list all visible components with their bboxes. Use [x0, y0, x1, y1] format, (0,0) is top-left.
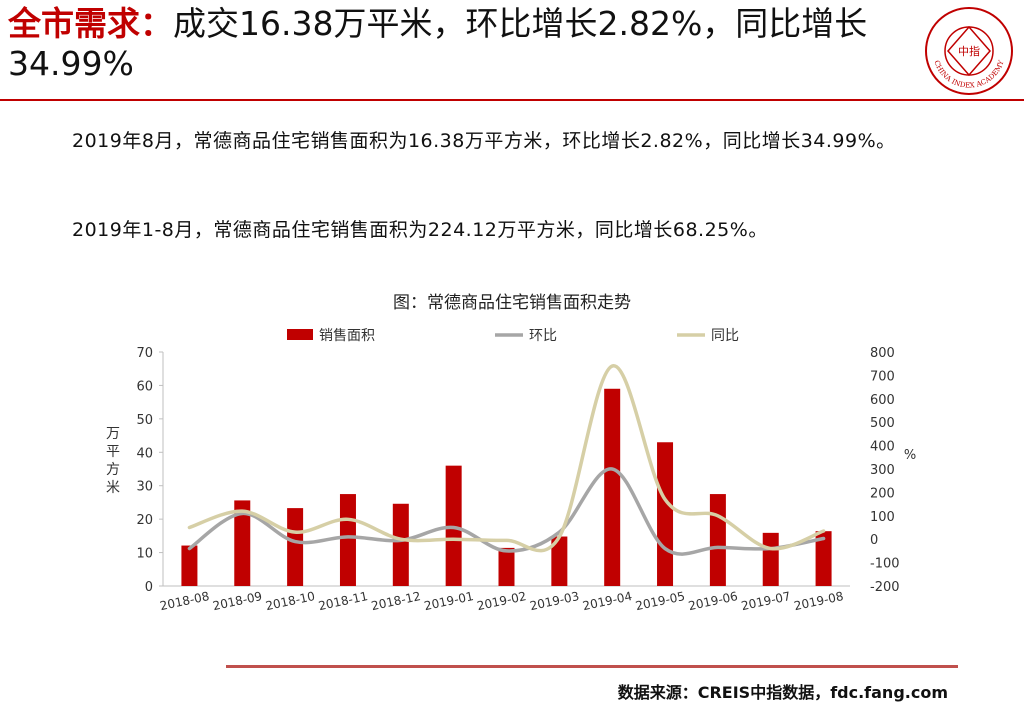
y-tick-label-right: -100 — [870, 557, 900, 572]
y-tick-label-left: 30 — [136, 480, 153, 495]
x-tick-label: 2018-09 — [211, 589, 263, 613]
y-tick-label-right: 300 — [870, 463, 895, 478]
y-tick-label-right: 500 — [870, 416, 895, 431]
page-title: 全市需求：成交16.38万平米，环比增长2.82%，同比增长34.99% — [8, 4, 908, 84]
chart-title: 图：常德商品住宅销售面积走势 — [393, 293, 631, 313]
y-axis-label-left: 万 — [106, 426, 120, 442]
summary-paragraph-monthly: 2019年8月，常德商品住宅销售面积为16.38万平方米，环比增长2.82%，同… — [72, 130, 896, 152]
bar — [551, 536, 568, 586]
bar — [709, 494, 726, 586]
china-index-academy-logo: 中指 CHINA INDEX ACADEMY — [925, 7, 1013, 95]
y-tick-label-right: 800 — [870, 346, 895, 361]
title-highlight: 全市需求： — [8, 4, 173, 43]
footer-divider — [226, 665, 958, 668]
y-tick-label-left: 50 — [136, 413, 153, 428]
bar — [181, 545, 198, 586]
x-tick-label: 2018-12 — [370, 589, 422, 613]
bar — [762, 532, 779, 586]
bar — [604, 388, 621, 586]
y-tick-label-left: 10 — [136, 547, 153, 562]
y-tick-label-left: 60 — [136, 379, 153, 394]
summary-paragraph-ytd: 2019年1-8月，常德商品住宅销售面积为224.12万平方米，同比增长68.2… — [72, 219, 768, 241]
x-tick-label: 2019-06 — [687, 589, 739, 613]
mom-line — [187, 467, 826, 556]
bar — [498, 547, 515, 586]
y-tick-label-right: 400 — [870, 440, 895, 455]
x-tick-label: 2019-08 — [793, 589, 845, 613]
y-tick-label-right: 0 — [870, 533, 878, 548]
legend-label: 同比 — [711, 328, 739, 344]
y-axis-label-left: 平 — [106, 444, 120, 460]
x-tick-label: 2019-03 — [529, 589, 581, 613]
bar — [234, 500, 251, 586]
x-tick-label: 2018-10 — [264, 589, 316, 613]
y-tick-label-right: -200 — [870, 580, 900, 595]
y-tick-label-right: 700 — [870, 369, 895, 384]
y-tick-label-left: 0 — [145, 580, 153, 595]
svg-text:中指: 中指 — [958, 44, 980, 58]
data-source: 数据来源：CREIS中指数据，fdc.fang.com — [617, 683, 948, 702]
bar — [392, 503, 409, 586]
x-tick-label: 2019-05 — [634, 589, 686, 613]
y-tick-label-right: 600 — [870, 393, 895, 408]
bar — [657, 442, 674, 586]
bar — [287, 508, 304, 586]
title-divider — [0, 99, 1024, 101]
yoy-line — [187, 364, 826, 553]
x-tick-label: 2019-02 — [476, 589, 528, 613]
y-tick-label-right: 100 — [870, 510, 895, 525]
title-text: 成交16.38万平米，环比增长2.82%，同比增长34.99% — [8, 4, 868, 83]
y-tick-label-right: 200 — [870, 486, 895, 501]
y-axis-label-left: 米 — [106, 480, 120, 496]
legend-swatch-bar — [287, 329, 313, 340]
legend-label: 环比 — [529, 328, 557, 344]
bar — [815, 531, 832, 586]
y-axis-label-left: 方 — [106, 462, 120, 478]
legend-label: 销售面积 — [319, 328, 375, 344]
bar — [339, 494, 356, 586]
x-tick-label: 2019-04 — [581, 589, 633, 613]
x-tick-label: 2018-08 — [159, 589, 211, 613]
y-tick-label-left: 70 — [136, 346, 153, 361]
x-tick-label: 2018-11 — [317, 589, 369, 613]
y-tick-label-left: 20 — [136, 513, 153, 528]
x-tick-label: 2019-01 — [423, 589, 475, 613]
x-tick-label: 2019-07 — [740, 589, 792, 613]
y-axis-label-right: % — [904, 448, 916, 463]
y-tick-label-left: 40 — [136, 446, 153, 461]
